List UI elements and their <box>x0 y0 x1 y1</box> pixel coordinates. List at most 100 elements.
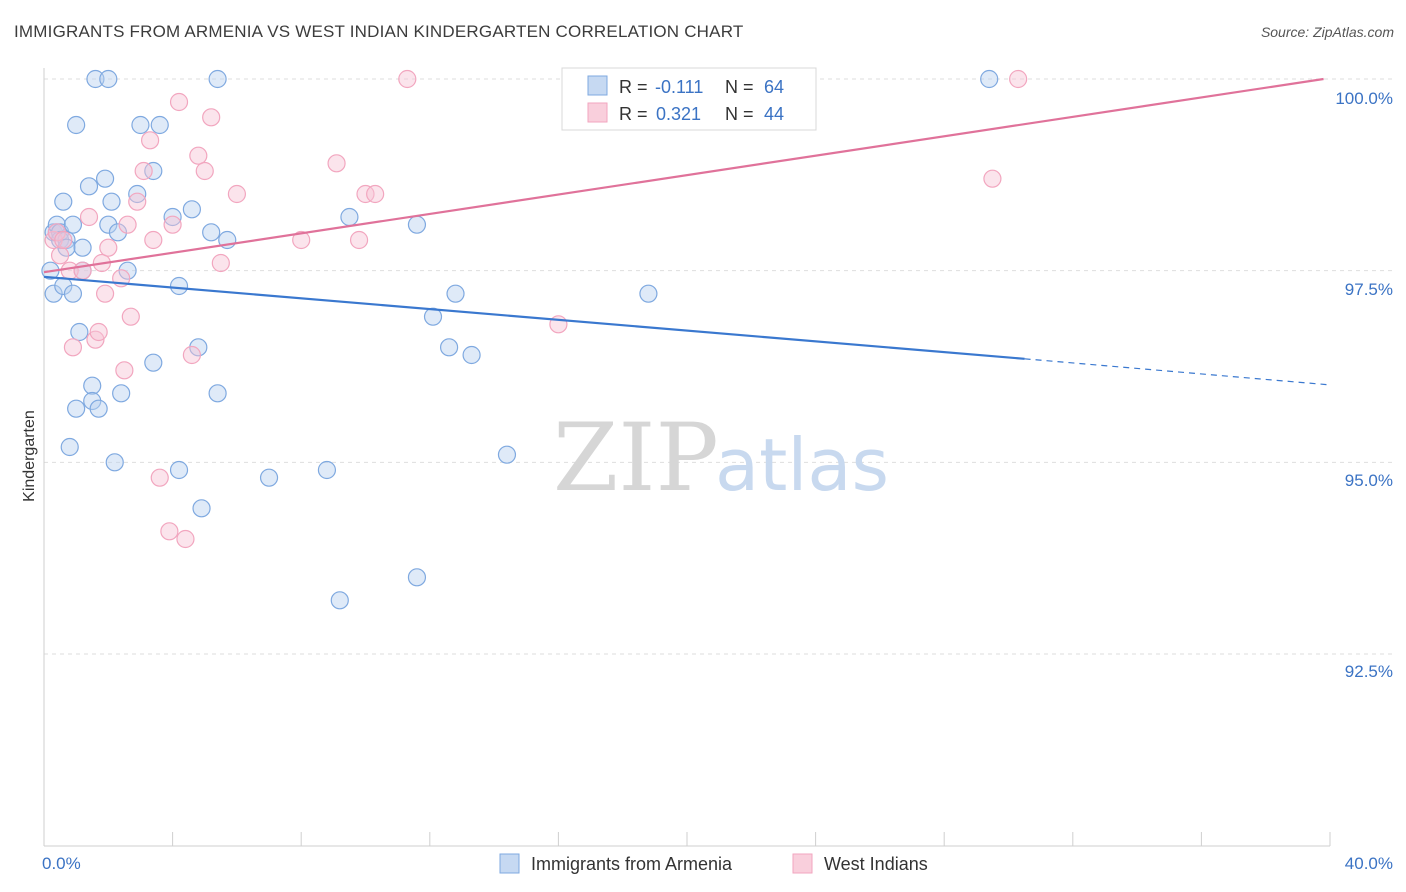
legend-n-value: 64 <box>764 77 784 97</box>
y-tick-label: 92.5% <box>1345 662 1393 681</box>
data-point <box>439 338 459 357</box>
data-point <box>163 215 182 234</box>
data-point <box>1009 69 1028 89</box>
data-point <box>112 384 131 403</box>
y-tick-label: 100.0% <box>1335 89 1393 108</box>
data-point <box>195 161 214 181</box>
data-point <box>99 215 118 234</box>
trend-line-armenia <box>43 275 1025 360</box>
data-point <box>118 215 137 234</box>
series-legend: Immigrants from Armenia West Indians <box>499 853 928 874</box>
data-point <box>73 238 92 257</box>
data-point <box>131 115 150 135</box>
watermark-atlas: atlas <box>715 423 889 507</box>
data-point <box>259 468 279 487</box>
x-tick-label: 40.0% <box>1345 854 1393 873</box>
source-label: Source: ZipAtlas.com <box>1260 24 1394 40</box>
data-point <box>128 192 147 211</box>
x-tick-marks <box>43 832 1331 846</box>
data-point <box>44 284 63 303</box>
data-point <box>144 230 163 250</box>
data-point <box>639 284 658 303</box>
data-point <box>356 184 375 204</box>
data-point <box>169 92 189 112</box>
data-point <box>202 108 221 127</box>
data-point <box>407 568 427 587</box>
zipatlas-watermark: ZIP atlas <box>553 404 889 513</box>
trend-line-armenia-extension <box>1024 358 1331 386</box>
data-point <box>980 69 999 89</box>
trend-lines <box>43 77 1331 386</box>
data-point <box>208 384 227 403</box>
x-tick-label: 0.0% <box>42 854 81 873</box>
data-point <box>89 322 108 342</box>
data-point <box>95 284 115 303</box>
data-point <box>462 345 481 365</box>
data-point <box>189 146 208 165</box>
legend-n-label: N = <box>725 104 754 124</box>
data-point <box>89 399 108 418</box>
data-point <box>134 161 153 181</box>
data-point <box>211 253 230 273</box>
legend-r-label: R = <box>619 104 648 124</box>
data-point <box>182 345 201 365</box>
data-point <box>63 338 83 357</box>
y-tick-label: 97.5% <box>1345 280 1393 299</box>
data-point <box>140 131 160 150</box>
legend-swatch-pink <box>587 102 608 123</box>
data-point <box>70 322 89 342</box>
data-point <box>115 361 134 380</box>
legend-r-value: -0.111 <box>655 77 703 97</box>
chart-title: IMMIGRANTS FROM ARMENIA VS WEST INDIAN K… <box>14 22 744 41</box>
data-point <box>497 445 517 464</box>
data-point <box>327 154 346 173</box>
legend-n-label: N = <box>725 77 754 97</box>
data-point <box>446 284 465 303</box>
data-point <box>208 69 227 89</box>
data-point <box>128 184 147 204</box>
data-point <box>150 115 169 135</box>
data-point <box>202 223 221 242</box>
data-point <box>83 376 102 395</box>
data-point <box>67 115 86 135</box>
legend-swatch-pink <box>792 853 813 874</box>
data-point <box>330 591 349 610</box>
data-point <box>349 230 369 250</box>
legend-r-label: R = <box>619 77 648 97</box>
data-point <box>182 200 201 219</box>
series-armenia-points <box>41 69 999 610</box>
data-point <box>144 161 163 181</box>
data-point <box>192 499 211 518</box>
y-tick-label: 95.0% <box>1345 471 1393 490</box>
data-point <box>398 69 417 89</box>
watermark-zip: ZIP <box>553 404 719 513</box>
data-point <box>108 223 128 242</box>
data-point <box>79 207 99 227</box>
y-axis-label: Kindergarten <box>21 410 38 502</box>
data-point <box>121 307 140 326</box>
data-point <box>169 276 189 296</box>
data-point <box>169 460 189 480</box>
data-point <box>54 192 73 211</box>
data-point <box>99 238 118 257</box>
legend-label-west-indians: West Indians <box>824 854 928 874</box>
data-point <box>150 468 169 487</box>
data-point <box>163 207 182 227</box>
data-point <box>423 307 443 326</box>
legend-swatch-blue <box>499 853 520 874</box>
data-point <box>79 177 99 196</box>
gridlines <box>44 78 1392 655</box>
stats-legend: R = -0.111 N = 64 R = 0.321 N = 44 <box>561 67 817 131</box>
data-point <box>102 192 121 211</box>
data-point <box>63 284 83 303</box>
legend-r-value: 0.321 <box>656 104 701 124</box>
series-west-indians-points <box>44 69 1028 549</box>
data-point <box>50 246 70 265</box>
data-point <box>292 230 311 250</box>
data-point <box>67 399 86 418</box>
data-point <box>54 230 73 250</box>
data-point <box>366 184 385 204</box>
data-point <box>144 353 163 372</box>
data-point <box>99 69 118 89</box>
